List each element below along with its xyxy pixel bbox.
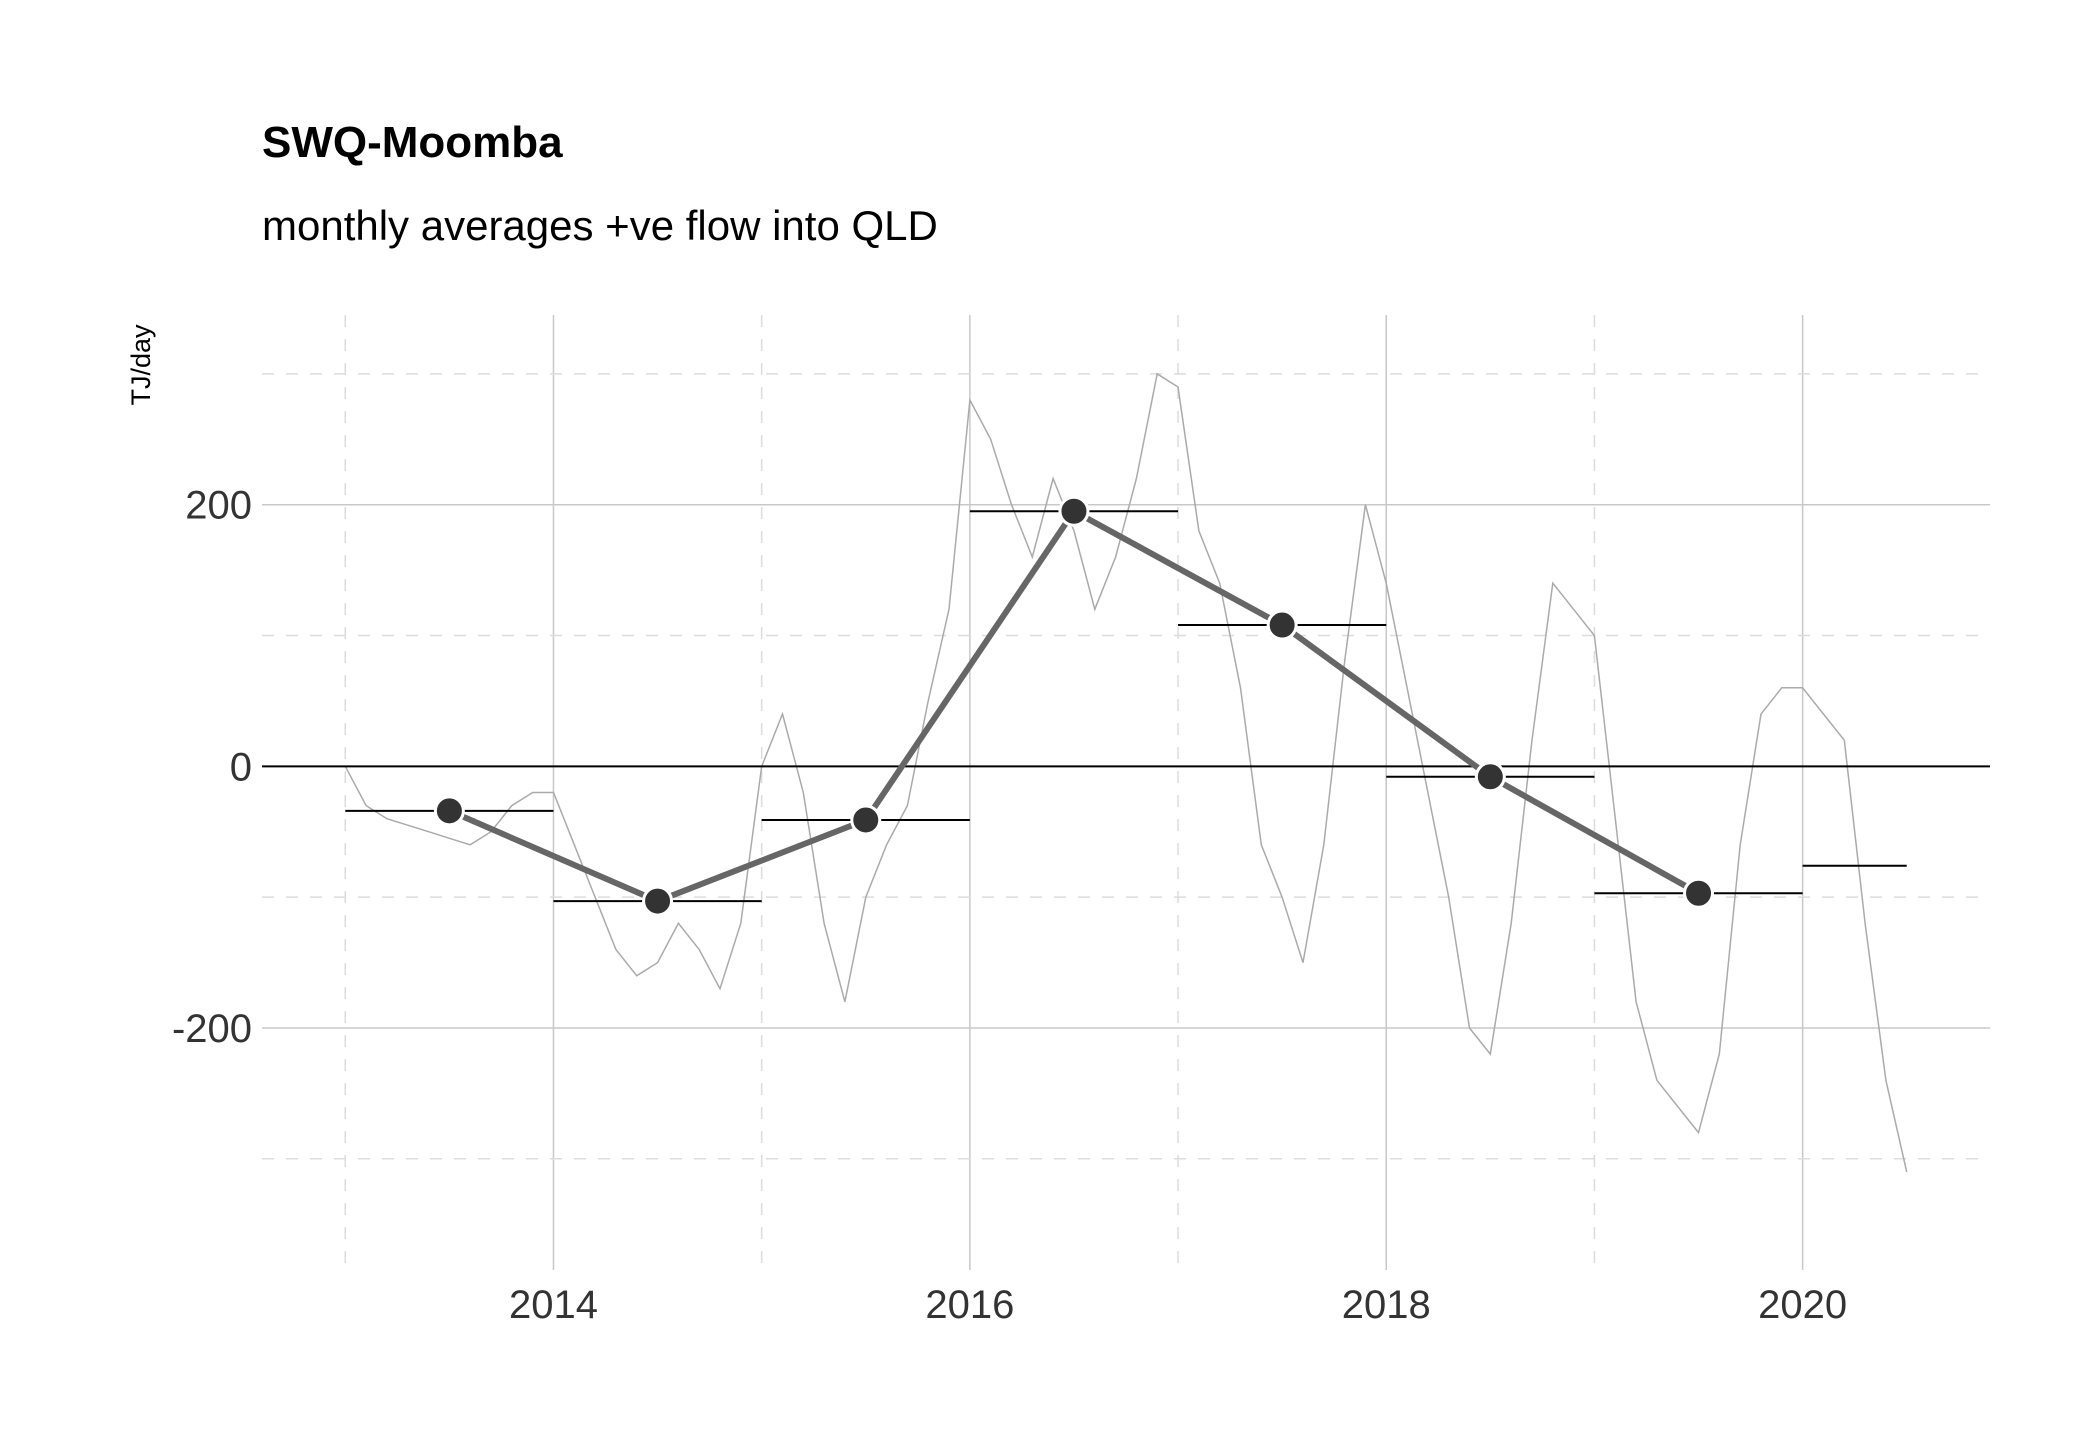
y-tick-label: 0	[230, 745, 252, 789]
annual-average-point	[1683, 877, 1715, 909]
x-tick-label: 2018	[1342, 1283, 1431, 1327]
annual-average-point	[1266, 609, 1298, 641]
y-axis-label: TJ/day	[126, 324, 156, 406]
y-tick-label: -200	[172, 1007, 252, 1051]
x-tick-label: 2014	[509, 1283, 598, 1327]
chart-subtitle: monthly averages +ve flow into QLD	[262, 202, 938, 249]
axes: 2014 2016 2018 2020 -200 0 200 TJ/day	[126, 324, 1847, 1327]
x-tick-label: 2016	[925, 1283, 1014, 1327]
annual-average-point	[1474, 761, 1506, 793]
annual-average-point	[642, 885, 674, 917]
daily-series	[344, 372, 1908, 1173]
annual-average-point	[1058, 495, 1090, 527]
y-tick-label: 200	[185, 484, 252, 528]
annual-average-point	[433, 795, 465, 827]
annual-average-series	[345, 495, 1907, 917]
annual-average-line	[448, 508, 1700, 905]
daily-series-line	[344, 372, 1908, 1173]
x-tick-label: 2020	[1758, 1283, 1847, 1327]
chart-title: SWQ-Moomba	[262, 118, 563, 167]
grid	[262, 315, 1990, 1270]
annual-average-point	[850, 804, 882, 836]
